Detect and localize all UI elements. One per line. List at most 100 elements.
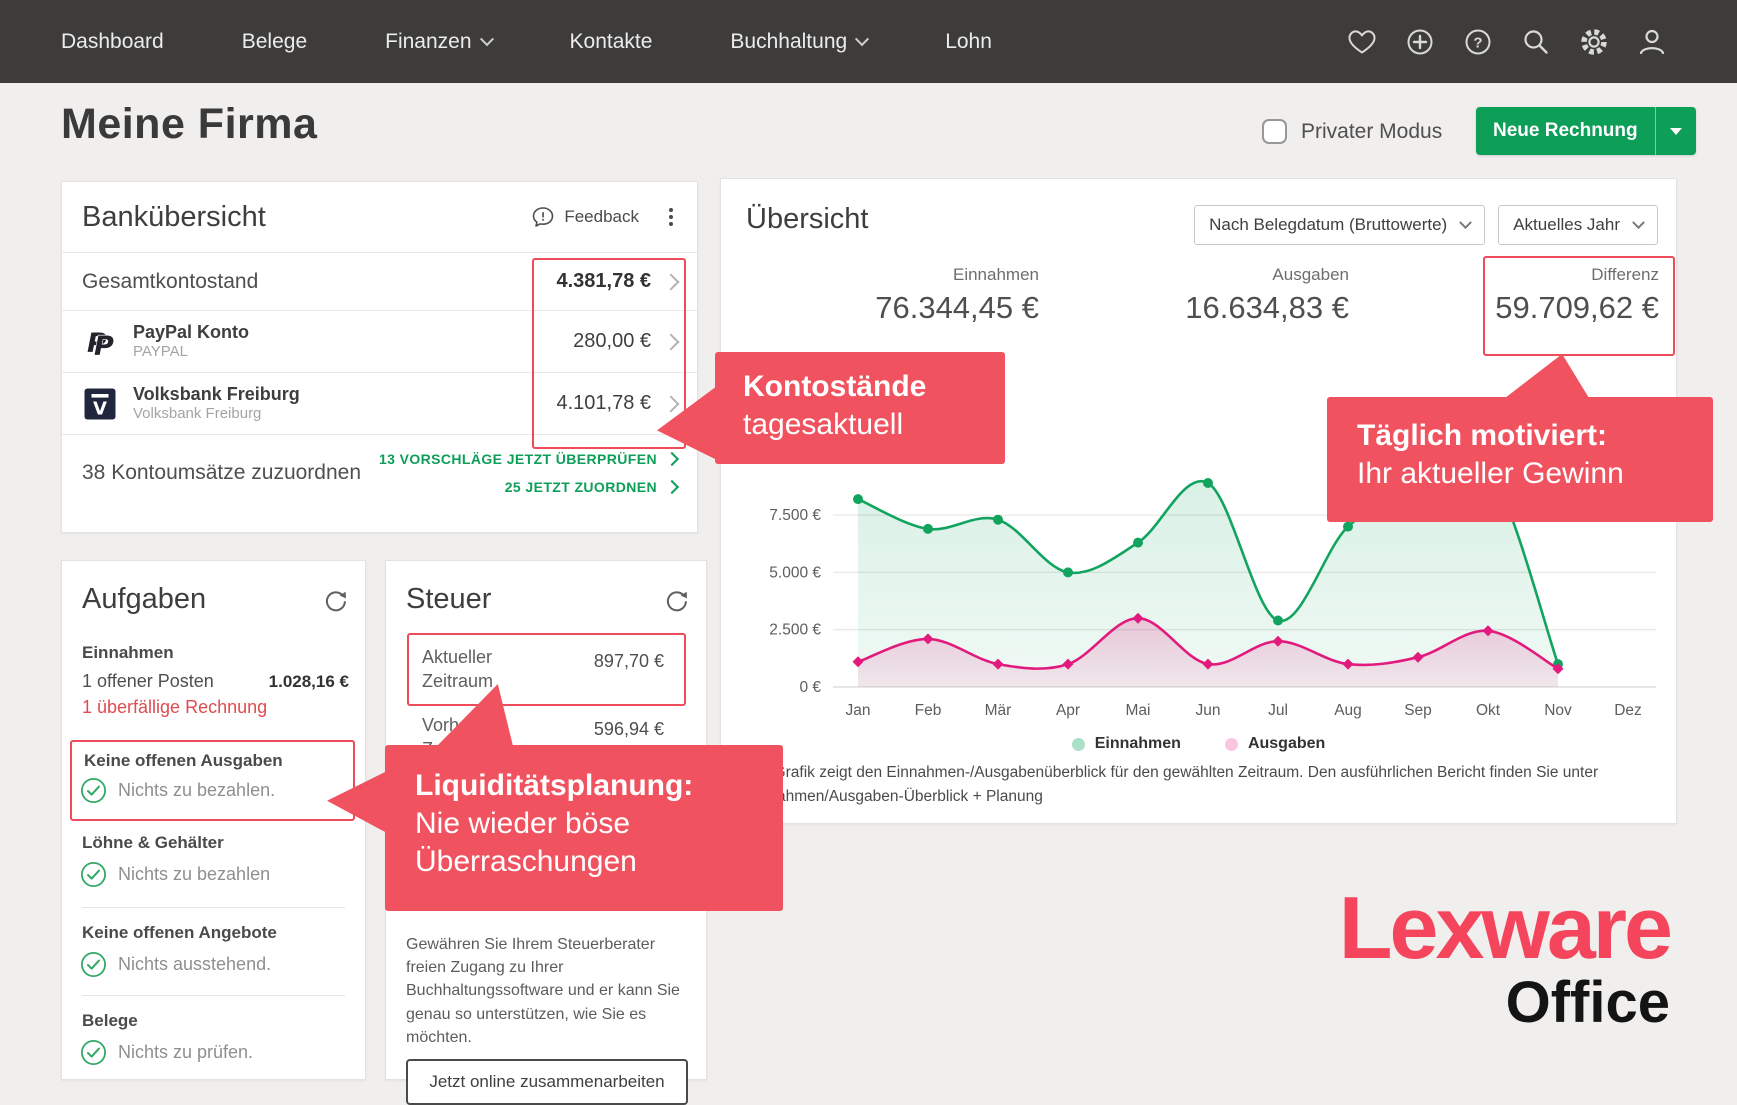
open-item-value: 1.028,16 € [268, 672, 349, 691]
bank-card-title: Bankübersicht [82, 200, 266, 233]
divider [82, 907, 345, 908]
value-mode-select[interactable]: Nach Belegdatum (Bruttowerte) [1194, 205, 1486, 245]
nav-item-belege[interactable]: Belege [242, 30, 307, 54]
private-mode-checkbox[interactable] [1262, 119, 1287, 144]
stat-differenz: Differenz 59.709,62 € [1349, 265, 1659, 326]
check-note: Nichts zu bezahlen [118, 864, 271, 884]
svg-text:V: V [93, 398, 107, 419]
nav-label: Kontakte [569, 29, 653, 53]
new-invoice-dropdown[interactable] [1654, 107, 1696, 155]
feedback-button[interactable]: Feedback [531, 205, 639, 229]
tax-current-label: Aktueller Zeitraum [422, 647, 494, 692]
nav-item-kontakte[interactable]: Kontakte [570, 30, 653, 54]
search-icon[interactable] [1520, 26, 1552, 58]
bank-total-row[interactable]: Gesamtkontostand 4.381,78 € [62, 252, 697, 310]
help-icon[interactable]: ? [1462, 26, 1494, 58]
callout-text: Überraschungen [415, 845, 637, 879]
chevron-down-icon [1632, 215, 1645, 229]
nav-item-dashboard[interactable]: Dashboard [61, 30, 164, 54]
chevron-right-icon [662, 333, 680, 350]
user-profile-icon[interactable] [1636, 26, 1668, 58]
callout-liquidity-planning: Liquiditätsplanung: Nie wieder böse Über… [327, 684, 783, 911]
svg-text:P: P [94, 331, 114, 360]
logo-brand-text: Lexware [1338, 878, 1673, 977]
select-value: Aktuelles Jahr [1513, 215, 1620, 234]
offers-row: Nichts ausstehend. [80, 951, 271, 978]
lexware-office-logo: Lexware Office [1338, 878, 1673, 1032]
check-circle-icon [80, 1039, 107, 1066]
svg-text:Sep: Sep [1404, 702, 1432, 719]
feedback-label: Feedback [564, 207, 639, 226]
legend-dot-pink [1224, 737, 1238, 751]
nav-icon-bar: ? [1346, 0, 1668, 83]
legend-ausgaben: Ausgaben [1224, 735, 1325, 753]
overdue-invoice-link[interactable]: 1 überfällige Rechnung [82, 697, 268, 717]
svg-text:2.500 €: 2.500 € [769, 622, 821, 639]
private-mode-label: Privater Modus [1301, 119, 1443, 143]
svg-text:Mai: Mai [1126, 702, 1151, 719]
no-expenses-header: Keine offenen Ausgaben [84, 751, 283, 770]
more-options-kebab-icon[interactable] [665, 204, 677, 230]
account-subtitle: Volksbank Freiburg [133, 405, 262, 423]
private-mode-toggle[interactable]: Privater Modus [1262, 119, 1442, 144]
nav-label: Belege [241, 29, 308, 53]
account-name: Volksbank Freiburg [133, 383, 300, 404]
stat-einnahmen: Einnahmen 76.344,45 € [729, 265, 1039, 326]
nav-item-lohn[interactable]: Lohn [945, 30, 992, 54]
svg-text:5.000 €: 5.000 € [769, 564, 821, 581]
svg-text:Jun: Jun [1196, 702, 1221, 719]
callout-text-bold: Kontostände [743, 370, 927, 403]
svg-text:0 €: 0 € [799, 679, 821, 696]
refresh-icon[interactable] [664, 589, 688, 618]
footnote-line2: Einnahmen/Ausgaben-Überblick + Planung [746, 788, 1043, 806]
account-subtitle: PAYPAL [133, 343, 189, 361]
link-label: 25 JETZT ZUORDNEN [504, 479, 657, 495]
check-note: Nichts zu prüfen. [118, 1042, 254, 1062]
chart-footnote: Die Grafik zeigt den Einnahmen-/Ausgaben… [746, 761, 1598, 809]
stat-value: 59.709,62 € [1495, 290, 1659, 325]
account-texts: PayPal Konto PAYPAL [133, 321, 249, 362]
legend-einnahmen: Einnahmen [1071, 735, 1181, 753]
new-invoice-button[interactable]: Neue Rechnung [1476, 107, 1696, 155]
feedback-bubble-icon [533, 207, 554, 227]
callout-account-balances: Kontostände tagesaktuell [657, 352, 1005, 464]
bank-account-row-paypal[interactable]: P P PayPal Konto PAYPAL 280,00 € [62, 310, 697, 372]
settings-gear-icon[interactable] [1578, 26, 1610, 58]
bank-account-row-volksbank[interactable]: V Volksbank Freiburg Volksbank Freiburg … [62, 372, 697, 434]
account-name: PayPal Konto [133, 321, 250, 342]
stat-value: 76.344,45 € [875, 290, 1039, 325]
legend-label: Einnahmen [1094, 735, 1181, 752]
page-title: Meine Firma [61, 100, 318, 148]
wages-header: Löhne & Gehälter [82, 833, 224, 852]
review-suggestions-link[interactable]: 13 VORSCHLÄGE JETZT ÜBERPRÜFEN [379, 451, 680, 467]
nav-item-buchhaltung[interactable]: Buchhaltung [730, 30, 870, 54]
add-new-icon[interactable] [1404, 26, 1436, 58]
tax-advisor-text: Gewähren Sie Ihrem Steuerberater freien … [406, 936, 680, 1046]
svg-text:?: ? [1473, 34, 1482, 51]
nav-item-finanzen[interactable]: Finanzen [385, 29, 494, 54]
open-item-row[interactable]: 1 offener Posten [82, 671, 214, 691]
refresh-icon[interactable] [323, 589, 347, 618]
stat-ausgaben: Ausgaben 16.634,83 € [1039, 265, 1349, 326]
assign-now-link[interactable]: 25 JETZT ZUORDNEN [504, 479, 680, 495]
svg-text:Jul: Jul [1268, 702, 1288, 719]
period-select[interactable]: Aktuelles Jahr [1498, 205, 1658, 245]
collaborate-online-button[interactable]: Jetzt online zusammenarbeiten [406, 1059, 688, 1105]
bank-total-label: Gesamtkontostand [82, 269, 259, 293]
bank-total-value: 4.381,78 € [556, 270, 651, 292]
new-invoice-label[interactable]: Neue Rechnung [1493, 120, 1638, 141]
nav-label: Finanzen [385, 29, 472, 53]
check-note: Nichts ausstehend. [118, 954, 272, 974]
select-value: Nach Belegdatum (Bruttowerte) [1209, 215, 1448, 234]
svg-text:Dez: Dez [1614, 702, 1642, 719]
chevron-down-icon [1459, 215, 1473, 229]
tasks-income-header: Einnahmen [82, 643, 174, 662]
nav-menu: Dashboard Belege Finanzen Kontakte Buchh… [61, 0, 992, 83]
overview-card-title: Übersicht [746, 203, 869, 235]
chevron-down-icon [479, 31, 494, 46]
callout-daily-profit: Täglich motiviert: Ihr aktueller Gewinn [1327, 354, 1713, 522]
top-navigation: Dashboard Belege Finanzen Kontakte Buchh… [0, 0, 1737, 83]
callout-text-bold: Täglich motiviert: [1357, 419, 1608, 452]
favorites-heart-icon[interactable] [1346, 26, 1378, 58]
check-circle-icon [80, 861, 107, 888]
